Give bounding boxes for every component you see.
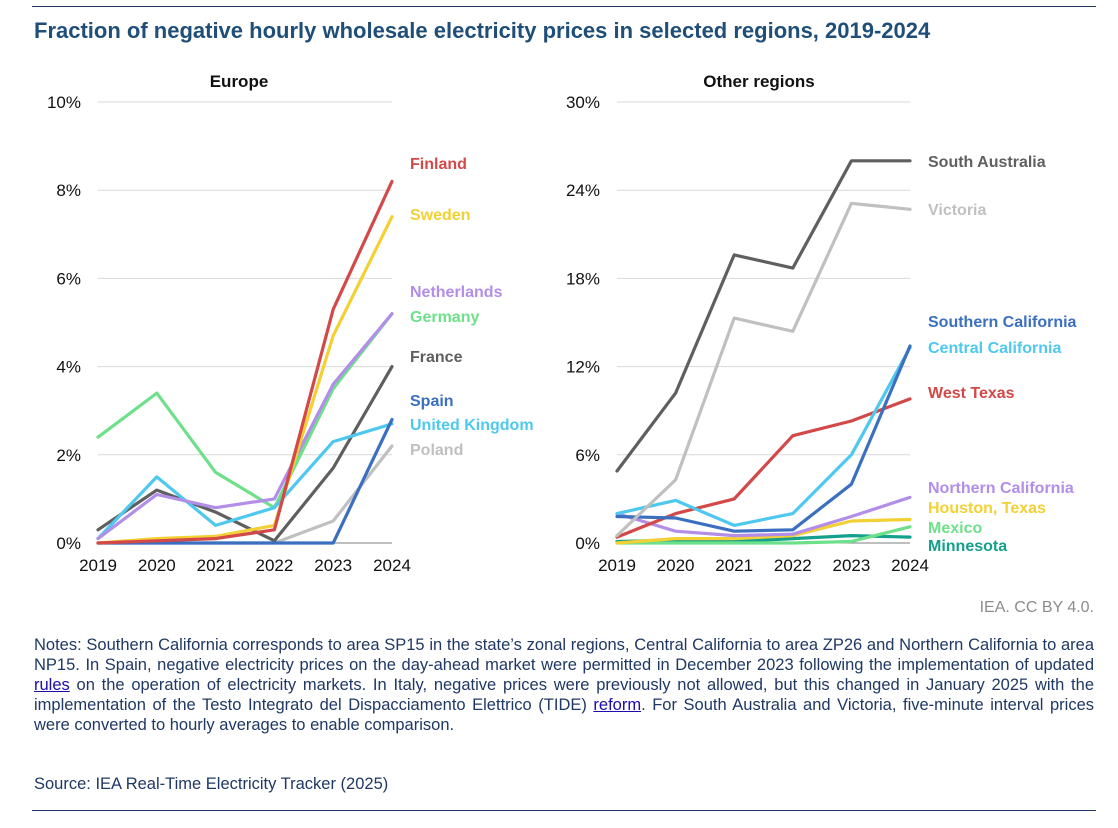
series-line-sweden [96,215,394,545]
notes-part-3: . For South Australia and Victoria, five… [34,696,1094,734]
series-label-victoria: Victoria [928,202,987,219]
series-line-central-california [615,345,912,528]
series-line-southern-california [615,344,912,533]
series-label-central-california: Central California [928,340,1061,357]
series-line-mexico [615,525,912,545]
rules-link[interactable]: rules [34,676,70,694]
charts-canvas: Europe 0% 2% 4% 6% 8% 10% 2019 2020 2021 2022 2023 2… [47,72,1077,575]
page-title: Fraction of negative hourly wholesale el… [34,18,931,43]
panel-2-x-tick-label: 2022 [774,556,812,575]
series-label-houston-texas: Houston, Texas [928,500,1046,517]
series-label-mexico: Mexico [928,520,982,537]
panel-1-x-tick-label: 2023 [314,556,352,575]
top-rule [32,6,1096,7]
series-line-germany [96,312,394,510]
panel-2-x-tick-label: 2019 [598,556,636,575]
reform-link[interactable]: reform [593,696,642,714]
notes-text: Notes: Southern California corresponds t… [34,635,1094,735]
series-label-minnesota: Minnesota [928,538,1007,555]
series-label-sweden: Sweden [410,207,470,224]
series-label-spain: Spain [410,393,454,410]
panel-1-x-tick-label: 2021 [197,556,235,575]
panel-2-x-tick-label: 2023 [832,556,870,575]
panel-1-x-tick-label: 2019 [79,556,117,575]
series-label-southern-california: Southern California [928,314,1077,331]
series-line-houston-texas [615,517,912,545]
series-label-poland: Poland [410,442,463,459]
series-line-spain [96,417,394,545]
panel-2-y-tick-label: 6% [575,446,600,465]
panel-2-y-tick-label: 24% [566,181,600,200]
panel-1-y-tick-label: 10% [47,93,81,112]
panel-2-y-tick-label: 30% [566,93,600,112]
series-line-france [96,365,394,543]
series-label-northern-california: Northern California [928,480,1074,497]
panel-2-x-tick-label: 2021 [715,556,753,575]
series-line-northern-california [615,495,912,538]
panel-1-x-tick-label: 2022 [255,556,293,575]
notes-part-1: Notes: Southern California corresponds t… [34,636,1094,674]
panel-1-y-tick-label: 4% [56,358,81,377]
bottom-rule [32,810,1096,811]
series-line-netherlands [96,312,394,541]
panel-1-x-tick-label: 2024 [373,556,411,575]
notes-part-2: on the operation of electricity markets.… [34,676,1094,714]
panel-2-x-tick-label: 2020 [657,556,695,575]
panel-1-title: Europe [210,72,269,91]
panel-2-title: Other regions [703,72,814,91]
panel-1-y-tick-label: 2% [56,446,81,465]
panel-1-y-tick-label: 6% [56,269,81,288]
series-label-south-australia: South Australia [928,154,1046,171]
panel-2-x-tick-label: 2024 [891,556,929,575]
series-label-west-texas: West Texas [928,385,1015,402]
series-line-finland [96,179,394,545]
series-label-netherlands: Netherlands [410,284,503,301]
panel-1-x-tick-label: 2020 [138,556,176,575]
source-text: Source: IEA Real-Time Electricity Tracke… [34,775,389,793]
panel-2-y-tick-label: 12% [566,358,600,377]
series-line-south-australia [615,159,912,473]
credit-text: IEA. CC BY 4.0. [979,599,1094,616]
series-line-victoria [615,201,912,538]
panel-2-y-tick-label: 0% [575,534,600,553]
series-label-finland: Finland [410,156,467,173]
panel-2-y-tick-label: 18% [566,269,600,288]
panel-1-y-tick-label: 0% [56,534,81,553]
series-line-united-kingdom [96,422,394,541]
panel-1-y-tick-label: 8% [56,181,81,200]
series-label-germany: Germany [410,309,479,326]
series-label-france: France [410,349,463,366]
series-label-united-kingdom: United Kingdom [410,417,534,434]
